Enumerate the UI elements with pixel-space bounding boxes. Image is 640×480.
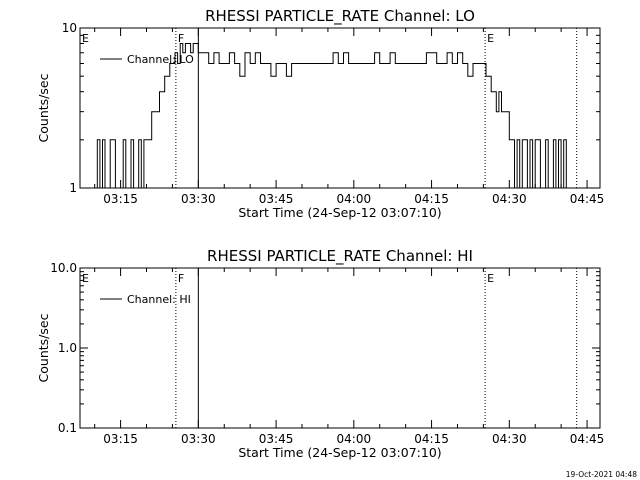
panel-hi-channel: RHESSI PARTICLE_RATE Channel: HI 03:15 03:… [36,247,604,460]
x-tick-label: 04:30 [492,192,527,206]
y-tick-label: 1 [69,181,77,195]
event-marker-label-e: E [82,272,89,285]
x-tick-label: 04:00 [337,432,372,446]
y-axis-label: Counts/sec [36,73,51,142]
generated-timestamp: 19-Oct-2021 04:48 [566,470,637,479]
panel-lo-channel: RHESSI PARTICLE_RATE Channel: LO 03:15 03:… [36,7,604,220]
x-tick-label: 04:45 [570,432,605,446]
x-tick-label: 04:15 [414,192,449,206]
x-axis-label: Start Time (24-Sep-12 03:07:10) [238,205,441,220]
x-tick-label: 04:30 [492,432,527,446]
event-marker-label-f: F [178,32,184,45]
legend-label: Channel: HI [127,293,191,306]
y-tick-label: 1.0 [58,341,77,355]
x-tick-label: 04:15 [414,432,449,446]
x-tick-label: 03:30 [181,192,216,206]
x-tick-label: 03:30 [181,432,216,446]
x-axis-label: Start Time (24-Sep-12 03:07:10) [238,445,441,460]
event-marker-label-f: F [178,272,184,285]
y-axis-label: Counts/sec [36,313,51,382]
event-marker-label-e: E [487,32,494,45]
chart-title: RHESSI PARTICLE_RATE Channel: HI [207,247,473,266]
x-tick-label: 03:15 [103,432,138,446]
x-tick-label: 03:15 [103,192,138,206]
x-tick-label: 03:45 [259,192,294,206]
x-tick-label: 04:45 [570,192,605,206]
event-marker-label-e: E [82,32,89,45]
event-marker-label-e: E [487,272,494,285]
x-tick-label: 03:45 [259,432,294,446]
x-tick-label: 04:00 [337,192,372,206]
y-tick-label: 0.1 [58,421,77,435]
series-line-channel-lo [94,43,567,189]
y-tick-label: 10.0 [50,261,77,275]
plot-frame [79,27,601,189]
chart-title: RHESSI PARTICLE_RATE Channel: LO [205,7,475,26]
legend-label: Channel: LO [127,53,194,66]
y-tick-label: 10 [62,21,77,35]
